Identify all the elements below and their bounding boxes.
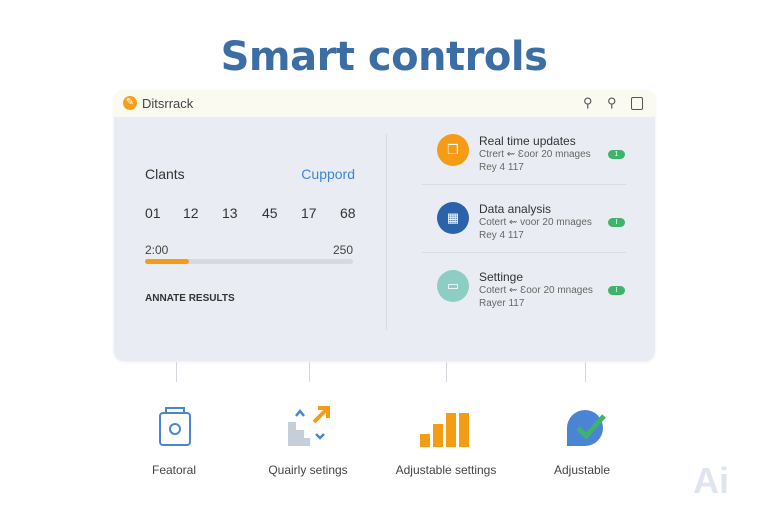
connector-line xyxy=(585,362,586,382)
range-end: 250 xyxy=(332,243,353,257)
connector-line xyxy=(176,362,177,382)
item-subtitle: Cotert ⇜ Ɛoor 20 mnages xyxy=(479,285,593,296)
connector-line xyxy=(446,362,447,382)
section-link[interactable]: Cuppord xyxy=(301,166,355,182)
app-title: Ditsrrack xyxy=(142,96,194,111)
number-value: 45 xyxy=(262,205,278,221)
item-meta: Rey 4 117 xyxy=(479,162,524,173)
item-meta: Rayer 117 xyxy=(479,298,525,309)
monitor-icon: ▭ xyxy=(437,270,469,302)
app-logo-icon: ✎ xyxy=(123,96,137,110)
count-badge: I xyxy=(608,218,625,227)
range-start: 2:00 xyxy=(145,243,169,257)
zoom-icon[interactable]: ⚲ xyxy=(607,95,617,110)
number-value: 12 xyxy=(183,205,199,221)
app-window: ✎ Ditsrrack ⚲ ⚲ Clants Cuppord 01 12 13 … xyxy=(114,90,655,361)
grid-icon: ▦ xyxy=(437,202,469,234)
number-value: 17 xyxy=(301,205,317,221)
item-meta: Rey 4 117 xyxy=(479,230,524,241)
count-badge: I xyxy=(608,286,625,295)
item-subtitle: Ctrert ⇜ Ɛoor 20 mnages xyxy=(479,149,591,160)
bag-icon xyxy=(159,407,191,446)
bar-chart-icon xyxy=(420,413,469,447)
list-item[interactable]: ▭ Settinge Cotert ⇜ Ɛoor 20 mnages Rayer… xyxy=(437,270,637,320)
item-title: Data analysis xyxy=(479,202,552,216)
connector-line xyxy=(309,362,310,382)
page-title: Smart controls xyxy=(220,34,548,80)
progress-fill xyxy=(145,259,189,264)
divider xyxy=(422,184,626,185)
number-value: 01 xyxy=(145,205,161,221)
feature-label: Adjustable settings xyxy=(395,463,497,477)
results-label: ANNATE RESULTS xyxy=(145,293,235,304)
list-item[interactable]: ❐ Real time updates Ctrert ⇜ Ɛoor 20 mna… xyxy=(437,134,637,184)
feature-label: Quairly setings xyxy=(268,463,348,477)
divider xyxy=(386,134,387,330)
number-value: 13 xyxy=(222,205,238,221)
progress-bar[interactable] xyxy=(145,259,353,264)
arrows-stairs-icon xyxy=(288,406,330,446)
item-title: Settinge xyxy=(479,270,524,284)
item-title: Real time updates xyxy=(479,134,576,148)
number-value: 68 xyxy=(340,205,356,221)
item-subtitle: Cotert ⇜ voor 20 mnages xyxy=(479,217,592,228)
list-item[interactable]: ▦ Data analysis Cotert ⇜ voor 20 mnages … xyxy=(437,202,637,252)
search-icon[interactable]: ⚲ xyxy=(583,95,593,110)
window-header: ✎ Ditsrrack ⚲ ⚲ xyxy=(114,90,655,117)
feature-label: Adjustable xyxy=(553,463,611,477)
check-badge-icon xyxy=(567,410,606,446)
count-badge: 1 xyxy=(608,150,625,159)
layers-icon: ❐ xyxy=(437,134,469,166)
document-icon[interactable] xyxy=(631,97,643,110)
section-heading: Clants xyxy=(145,166,185,182)
divider xyxy=(422,252,626,253)
feature-label: Featoral xyxy=(151,463,197,477)
watermark-logo: Ai xyxy=(693,460,729,501)
